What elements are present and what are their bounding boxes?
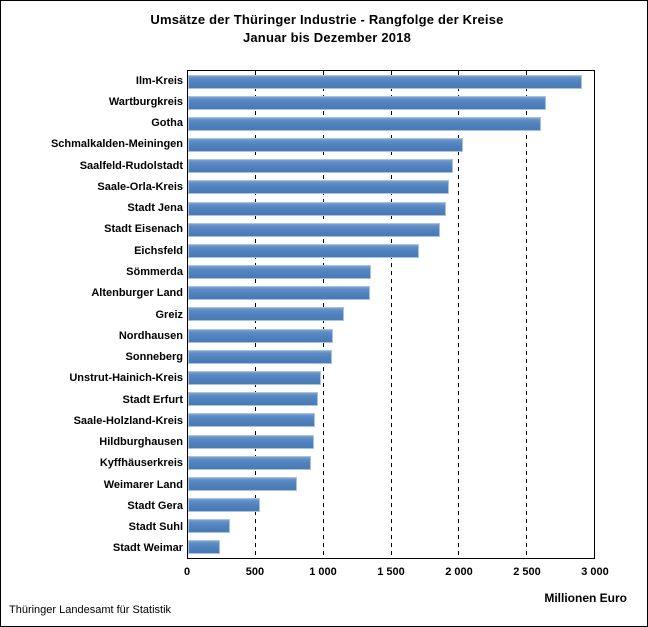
bar	[188, 349, 333, 364]
chart-title-line1: Umsätze der Thüringer Industrie - Rangfo…	[150, 12, 504, 27]
bar	[188, 307, 344, 322]
category-label: Stadt Eisenach	[104, 223, 183, 236]
bar	[188, 138, 464, 153]
bar-row	[188, 262, 594, 283]
gridline	[390, 71, 392, 558]
x-tick-label: 2 500	[513, 566, 541, 578]
x-tick-label: 1 500	[377, 566, 405, 578]
category-label: Sonneberg	[125, 351, 183, 364]
category-label: Eichsfeld	[134, 244, 183, 257]
bar	[188, 498, 260, 513]
bar	[188, 265, 372, 280]
category-label: Unstrut-Hainich-Kreis	[69, 372, 183, 385]
bar	[188, 540, 221, 555]
bar-row	[188, 537, 594, 558]
category-label: Weimarer Land	[103, 478, 183, 491]
axis-unit-label: Millionen Euro	[544, 591, 627, 605]
bar-row	[188, 452, 594, 473]
chart-title: Umsätze der Thüringer Industrie - Rangfo…	[1, 11, 647, 47]
bar-row	[188, 516, 594, 537]
bar-row	[188, 219, 594, 240]
category-label: Altenburger Land	[91, 287, 183, 300]
category-label: Stadt Weimar	[112, 542, 183, 555]
x-tick-label: 500	[245, 566, 265, 578]
bar	[188, 476, 297, 491]
gridline	[525, 71, 527, 558]
category-label: Gotha	[151, 117, 183, 130]
category-label: Stadt Suhl	[128, 521, 183, 534]
category-label: Nordhausen	[118, 329, 183, 342]
bar-row	[188, 431, 594, 452]
bar	[188, 328, 333, 343]
category-label: Stadt Erfurt	[122, 393, 184, 406]
bar	[188, 95, 546, 110]
bar-row	[188, 494, 594, 515]
plot-area	[187, 70, 595, 559]
chart-area: Ilm-Kreis Wartburgkreis Gotha Schmalkalden-…	[9, 70, 595, 559]
x-tick-label: 1 000	[309, 566, 337, 578]
bar	[188, 222, 440, 237]
bar-row	[188, 325, 594, 346]
x-axis-tick-labels: 0 500 1 000 1 500 2 000 2 500 3 000	[183, 566, 609, 580]
bar	[188, 116, 542, 131]
bar	[188, 243, 420, 258]
bar-row	[188, 240, 594, 261]
bar	[188, 370, 321, 385]
chart-title-line2: Januar bis Dezember 2018	[242, 30, 412, 45]
category-label: Schmalkalden-Meiningen	[50, 138, 183, 151]
bar-row	[188, 346, 594, 367]
category-label: Saale-Holzland-Kreis	[73, 414, 183, 427]
bar	[188, 519, 230, 534]
bar-row	[188, 113, 594, 134]
category-label: Stadt Jena	[127, 202, 183, 215]
gridline	[458, 71, 460, 558]
bar-row	[188, 473, 594, 494]
category-label: Stadt Gera	[127, 499, 183, 512]
bar-row	[188, 198, 594, 219]
x-tick-label: 3 000	[581, 566, 609, 578]
bar	[188, 413, 315, 428]
category-label: Wartburgkreis	[108, 95, 183, 108]
bar-row	[188, 304, 594, 325]
bar-row	[188, 283, 594, 304]
bar-row	[188, 92, 594, 113]
bar	[188, 392, 318, 407]
bar-row	[188, 177, 594, 198]
category-label: Saalfeld-Rudolstadt	[79, 159, 183, 172]
x-tick-label: 2 000	[445, 566, 473, 578]
bar-row	[188, 367, 594, 388]
bar-row	[188, 156, 594, 177]
bar-row	[188, 389, 594, 410]
category-label: Saale-Orla-Kreis	[97, 180, 183, 193]
category-label: Kyffhäuserkreis	[99, 457, 183, 470]
category-axis-labels: Ilm-Kreis Wartburgkreis Gotha Schmalkalden-…	[9, 70, 183, 559]
bar	[188, 201, 446, 216]
bar	[188, 159, 454, 174]
category-label: Greiz	[155, 308, 183, 321]
bar-row	[188, 410, 594, 431]
bar	[188, 434, 314, 449]
category-label: Ilm-Kreis	[135, 74, 183, 87]
bar	[188, 74, 582, 89]
category-label: Hildburghausen	[99, 436, 183, 449]
bar	[188, 180, 449, 195]
bar-row	[188, 135, 594, 156]
bar	[188, 455, 312, 470]
source-label: Thüringer Landesamt für Statistik	[9, 604, 172, 616]
category-label: Sömmerda	[126, 266, 183, 279]
bar-row	[188, 71, 594, 92]
x-tick-label: 0	[183, 566, 191, 578]
bar	[188, 286, 371, 301]
